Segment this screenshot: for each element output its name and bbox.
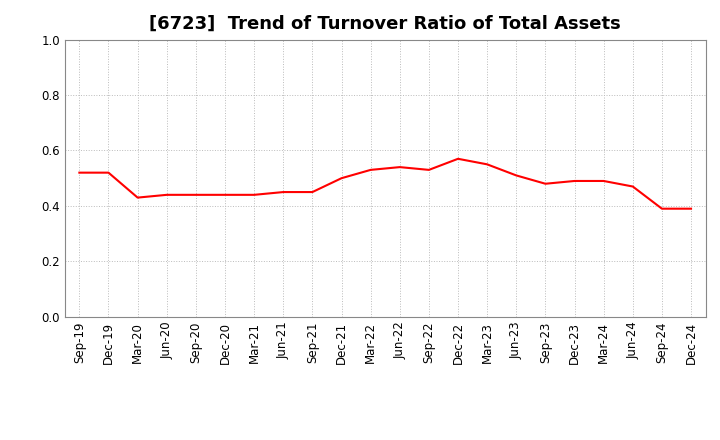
Title: [6723]  Trend of Turnover Ratio of Total Assets: [6723] Trend of Turnover Ratio of Total … (149, 15, 621, 33)
